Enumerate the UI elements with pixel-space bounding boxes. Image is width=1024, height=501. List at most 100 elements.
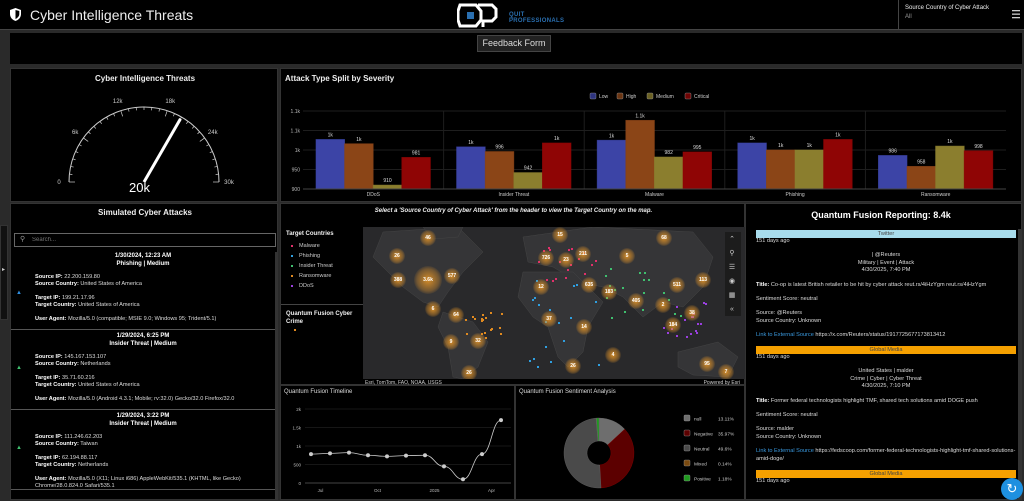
attack-point[interactable] [484,332,486,334]
attack-point[interactable] [595,301,597,303]
attack-point[interactable] [568,249,570,251]
legend-item[interactable]: Malware [291,243,320,249]
attack-point[interactable] [534,297,536,299]
attack-point[interactable] [642,309,644,311]
search-field[interactable] [32,235,272,245]
map-cluster[interactable]: 726 [538,250,554,266]
attack-list-item[interactable]: 1/29/2024, 6:25 PM Insider Threat | Medi… [11,330,275,410]
scrollbar[interactable] [275,252,278,500]
collapse-left-icon[interactable]: « [725,303,739,316]
attack-point[interactable] [565,277,567,279]
attack-point[interactable] [485,317,487,319]
attack-point[interactable] [648,279,650,281]
attack-point[interactable] [697,323,699,325]
attack-point[interactable] [529,360,531,362]
map-cluster[interactable]: 183 [601,284,617,300]
collapse-up-icon[interactable]: ⌃ [725,233,739,246]
attack-point[interactable] [490,312,492,314]
map-cluster[interactable]: 184 [665,317,681,333]
legend-item[interactable]: Ransomware [291,273,331,279]
layer-list-icon[interactable]: ☰ [725,261,739,274]
map-cluster[interactable]: 6 [425,301,441,317]
attack-point[interactable] [474,318,476,320]
report-url[interactable]: https://x.com/Reuters/status/19177256771… [815,332,945,338]
attack-point[interactable] [703,302,705,304]
attack-point[interactable] [639,272,641,274]
attack-point[interactable] [545,346,547,348]
attack-point[interactable] [552,280,554,282]
map-cluster[interactable]: 95 [699,356,715,372]
attack-point[interactable] [571,248,573,250]
attack-point[interactable] [605,275,607,277]
map-cluster[interactable]: 9 [443,334,459,350]
attack-point[interactable] [695,330,697,332]
attack-point[interactable] [700,323,702,325]
map-cluster[interactable]: 37 [541,311,557,327]
attack-point[interactable] [643,292,645,294]
attack-point[interactable] [499,327,501,329]
attack-point[interactable] [501,313,503,315]
map-cluster[interactable]: 211 [575,246,591,262]
map-cluster[interactable]: 2 [655,297,671,313]
basemap-icon[interactable]: ◉ [725,275,739,288]
attack-point[interactable] [558,322,560,324]
search-icon[interactable]: ⚲ [725,247,739,260]
attack-point[interactable] [481,318,483,320]
source-country-selector[interactable]: Source Country of Cyber Attack All [898,0,1010,30]
search-input[interactable]: ⚲ [14,233,276,247]
map-cluster[interactable]: 32 [470,333,486,349]
map-cluster[interactable]: 26 [565,358,581,374]
attack-point[interactable] [482,314,484,316]
attack-point[interactable] [550,361,552,363]
map-cluster[interactable]: 15 [552,227,568,243]
attack-list-item[interactable]: 1/30/2024, 12:23 AM Phishing | Medium ▲ … [11,250,275,330]
attack-point[interactable] [532,299,534,301]
attack-point[interactable] [548,247,550,249]
map-cluster[interactable]: 5 [619,248,635,264]
attack-point[interactable] [591,264,593,266]
map-cluster[interactable]: 7 [718,364,734,379]
external-link[interactable]: Link to External Source [756,448,814,454]
map-cluster[interactable]: 14 [576,319,592,335]
external-link[interactable]: Link to External Source [756,332,814,338]
legend-item[interactable]: Insider Threat [291,263,333,269]
attack-point[interactable] [500,333,502,335]
attack-point[interactable] [674,313,676,315]
attack-point[interactable] [466,333,468,335]
map-cluster[interactable]: 3.6k [414,266,442,294]
scrollbar[interactable] [1018,229,1021,499]
attack-point[interactable] [611,317,613,319]
attack-point[interactable] [465,319,467,321]
attack-point[interactable] [567,269,569,271]
attack-point[interactable] [555,278,557,280]
map-cluster[interactable]: 12 [533,279,549,295]
map-cluster[interactable]: 635 [581,277,597,293]
map-cluster[interactable]: 113 [695,272,711,288]
attack-point[interactable] [576,284,578,286]
refresh-button[interactable]: ↻ [1001,478,1023,500]
attack-point[interactable] [680,315,682,317]
side-panel-toggle[interactable]: ▸ [0,225,8,320]
map-cluster[interactable]: 46 [420,230,436,246]
attack-point[interactable] [624,311,626,313]
attack-point[interactable] [686,336,688,338]
map-cluster[interactable]: 26 [389,248,405,264]
map-cluster[interactable]: 68 [656,230,672,246]
attack-point[interactable] [663,292,665,294]
attack-list-item[interactable]: 1/29/2024, 3:22 PM Insider Threat | Medi… [11,410,275,490]
map-cluster[interactable]: 577 [444,268,460,284]
report-item[interactable]: Twitter 151 days ago| @Reuters Military … [756,230,1016,340]
legend-item[interactable]: DDoS [291,283,314,289]
attack-point[interactable] [676,306,678,308]
attack-point[interactable] [598,364,600,366]
menu-icon[interactable] [1012,9,1020,19]
attack-point[interactable] [595,260,597,262]
attack-point[interactable] [533,358,535,360]
map-cluster[interactable]: 511 [669,277,685,293]
map-cluster[interactable]: 38 [684,305,700,321]
qr-grid-icon[interactable]: ▦ [725,289,739,302]
attack-point[interactable] [570,317,572,319]
attack-point[interactable] [676,335,678,337]
report-item[interactable]: Global Media 151 days ago [756,470,1016,485]
